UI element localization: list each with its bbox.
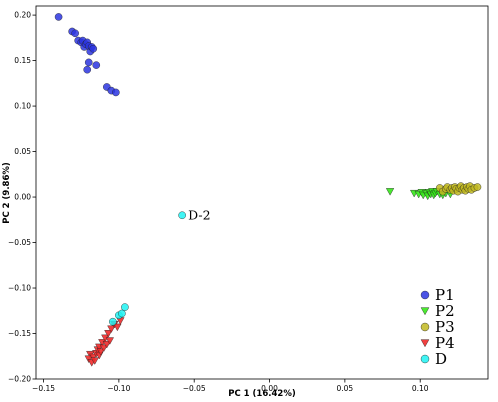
x-tick-label: −0.15 [32, 384, 55, 393]
data-point-P3 [473, 183, 482, 191]
data-point-P1 [83, 65, 92, 74]
data-point-D [118, 309, 126, 318]
x-tick-label: 0.05 [337, 384, 354, 393]
x-tick-label: −0.05 [183, 384, 206, 393]
y-tick-label: −0.20 [8, 375, 31, 384]
x-tick-label: 0.10 [412, 384, 429, 393]
data-point-P4 [96, 348, 105, 356]
data-point-P4 [89, 353, 98, 362]
legend-label: P2 [435, 302, 455, 320]
plot-frame [35, 5, 489, 380]
legend-item-P3: P3 [420, 318, 455, 336]
data-point-P4 [105, 337, 114, 345]
y-tick-label: 0.20 [14, 11, 31, 20]
y-tick-label: 0.10 [14, 102, 31, 111]
data-point-P1 [71, 29, 79, 38]
legend-item-P2: P2 [420, 302, 455, 320]
x-tick-label: 0.00 [261, 384, 278, 393]
data-point-P4 [113, 323, 122, 332]
legend-marker [420, 307, 430, 316]
data-point-P4 [104, 330, 113, 338]
legend-label: P3 [435, 318, 455, 336]
data-point-P1 [92, 61, 101, 69]
data-point-P4 [99, 344, 108, 353]
axes: −0.15 −0.10 −0.05 0.00 0.05 0.10 0.20 0.15 0.10 0… [8, 11, 429, 393]
data-point-P2 [385, 188, 395, 196]
legend-item-P1: P1 [420, 286, 455, 304]
legend-marker [420, 322, 430, 332]
legend-item-D: D [420, 350, 447, 368]
y-axis-label: PC 2 (9.86%) [2, 162, 12, 224]
legend-marker [420, 290, 430, 300]
y-tick-label: 0.00 [14, 193, 31, 202]
data-point-P4 [102, 340, 111, 349]
legend-label: D [435, 350, 447, 368]
data-point-P1 [54, 13, 63, 21]
data-point-P1 [84, 58, 93, 67]
x-tick-label: −0.10 [107, 384, 130, 393]
annotations: D-2 [188, 208, 210, 223]
series-D [109, 211, 186, 326]
series-P4 [84, 317, 125, 367]
y-tick-label: −0.15 [8, 329, 31, 338]
data-marks [54, 13, 482, 367]
legend-label: P4 [435, 334, 455, 352]
legend-item-P4: P4 [420, 334, 455, 352]
data-point-D [121, 303, 129, 311]
data-point-P4 [84, 355, 93, 364]
data-point-P4 [90, 357, 99, 365]
y-tick-label: −0.10 [8, 284, 31, 293]
legend-marker [420, 339, 430, 348]
data-point-P1 [89, 44, 98, 53]
legend-marker [420, 354, 430, 364]
series-P3 [435, 182, 482, 196]
data-point-P1 [112, 88, 120, 97]
data-point-P4 [107, 325, 116, 333]
y-tick-label: −0.05 [8, 238, 31, 247]
data-point-D [178, 211, 186, 220]
y-tick-label: 0.15 [14, 56, 31, 65]
data-point-D [109, 317, 117, 326]
x-axis-label: PC 1 (16.42%) [228, 389, 296, 399]
y-tick-label: 0.05 [14, 147, 31, 156]
annotation-label: D-2 [188, 208, 210, 223]
legend-label: P1 [435, 286, 455, 304]
series-P1 [54, 13, 120, 97]
